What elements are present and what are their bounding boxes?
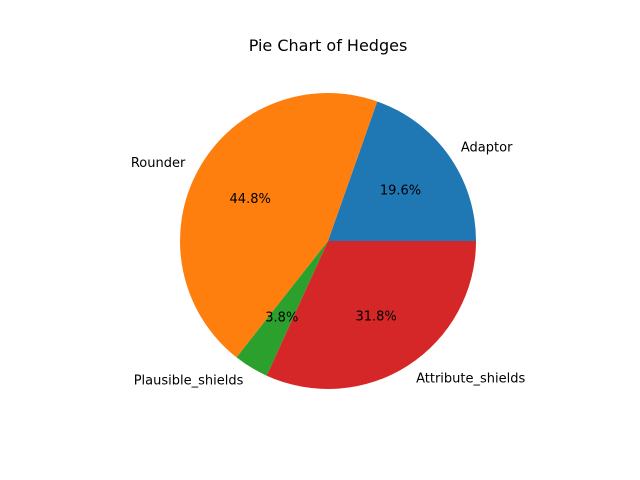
pie-slice-rounder — [180, 93, 378, 358]
slice-label-plausible-shields: Plausible_shields — [134, 374, 244, 389]
slice-label-adaptor: Adaptor — [461, 141, 513, 156]
slice-label-attribute-shields: Attribute_shields — [416, 371, 525, 386]
slice-percent-plausible-shields: 3.8% — [265, 310, 298, 325]
chart-title: Pie Chart of Hedges — [249, 36, 408, 55]
pie-slice-attribute-shields — [266, 241, 476, 390]
slice-percent-adaptor: 19.6% — [380, 183, 421, 198]
pie-labels: Adaptor 19.6% Rounder 44.8% Plausible_shield… — [131, 141, 526, 389]
slice-percent-rounder: 44.8% — [230, 192, 271, 207]
pie-slices — [180, 93, 476, 390]
slice-percent-attribute-shields: 31.8% — [355, 309, 396, 324]
pie-slice-adaptor — [328, 101, 476, 241]
slice-label-rounder: Rounder — [131, 156, 186, 171]
pie-slice-plausible-shields — [236, 241, 328, 376]
